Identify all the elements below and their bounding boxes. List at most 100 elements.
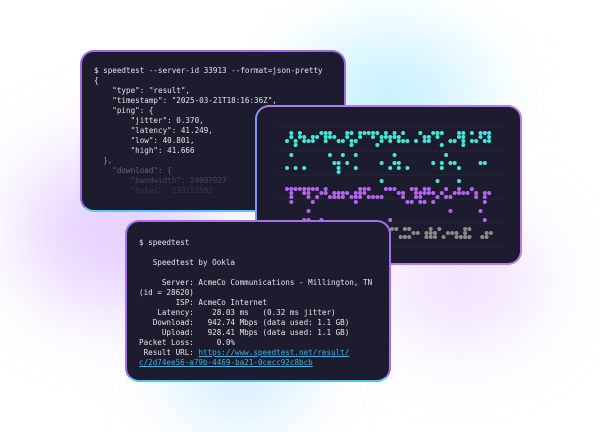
json-line: "timestamp": "2025-03-21T18:16:36Z",: [94, 96, 277, 105]
scatter-dot: [448, 139, 453, 143]
scatter-dot: [461, 135, 466, 139]
cli-output: $ speedtest Speedtest by Ookla Server: A…: [139, 238, 372, 368]
scatter-dot: [336, 195, 341, 199]
scatter-dot: [336, 166, 341, 170]
scatter-dot: [323, 187, 328, 191]
scatter-dot: [415, 231, 420, 235]
scatter-dot: [435, 135, 440, 139]
scatter-dot: [302, 191, 307, 195]
scatter-dot: [349, 131, 354, 135]
scatter-dot: [457, 166, 461, 170]
scatter-dot: [336, 170, 341, 174]
scatter-dot: [431, 191, 436, 195]
scatter-dot: [488, 231, 493, 235]
scatter-dot: [358, 195, 363, 199]
scatter-dot: [478, 161, 483, 165]
scatter-dot: [306, 187, 311, 191]
scatter-dot: [392, 135, 397, 139]
scatter-dot: [302, 139, 307, 143]
latency-line: Latency: 28.03 ms (0.32 ms jitter): [139, 308, 336, 317]
scatter-dot: [353, 166, 358, 170]
scatter-dot: [293, 139, 298, 143]
scatter-dot: [371, 135, 375, 139]
scatter-dot: [448, 209, 453, 213]
scatter-dot: [289, 200, 294, 204]
scatter-dot: [402, 227, 407, 231]
scatter-dot: [362, 131, 367, 135]
scatter-dot: [353, 195, 358, 199]
scatter-dot: [388, 166, 393, 170]
scatter-dot: [463, 227, 468, 231]
scatter-dot: [439, 191, 444, 195]
json-line: "latency": 41.249,: [94, 126, 213, 135]
scatter-dot: [289, 191, 294, 195]
scatter-dot: [439, 166, 444, 170]
scatter-dot: [302, 135, 307, 139]
scatter-dot: [422, 191, 427, 195]
scatter-dot: [487, 131, 492, 135]
isp-line: ISP: AcmeCo Internet: [139, 298, 268, 307]
scatter-dot: [435, 179, 440, 183]
scatter-dot: [379, 161, 384, 165]
scatter-dot: [383, 187, 388, 191]
scatter-dot: [452, 161, 457, 165]
scatter-dot: [289, 135, 294, 139]
scatter-dot: [435, 131, 440, 135]
scatter-dot: [461, 143, 466, 147]
result-url-link-continued[interactable]: c/2d74ee56-a79b-4469-ba21-0cecc92c8bcb: [139, 358, 313, 367]
scatter-dot: [428, 231, 433, 235]
json-line: },: [94, 156, 113, 165]
json-line: "bandwidth": 24097927: [94, 176, 227, 185]
scatter-dot: [439, 143, 444, 147]
json-line: "download": {: [94, 166, 172, 175]
scatter-dot: [336, 139, 341, 143]
scatter-dot: [289, 195, 294, 199]
scatter-dot: [394, 227, 399, 231]
scatter-dot: [401, 195, 406, 199]
scatter-dot: [418, 131, 423, 135]
scatter-dot: [315, 187, 320, 191]
scatter-dot: [461, 191, 466, 195]
scatter-dot: [353, 200, 358, 204]
scatter-dot: [478, 209, 483, 213]
json-line: "bytes": 239152592: [94, 186, 213, 195]
scatter-dot: [315, 195, 320, 199]
scatter-dot: [336, 161, 341, 165]
scatter-dot: [398, 235, 403, 239]
scatter-dot: [426, 135, 431, 139]
json-line: "low": 40.801,: [94, 136, 195, 145]
scatter-dot: [345, 191, 350, 195]
scatter-dot: [482, 195, 487, 199]
scatter-dot: [418, 191, 423, 195]
scatter-dot: [375, 131, 380, 135]
scatter-dot: [478, 135, 483, 139]
scatter-dot: [285, 166, 289, 170]
scatter-dot: [457, 135, 461, 139]
scatter-dot: [422, 187, 427, 191]
result-url-link[interactable]: https://www.speedtest.net/result/: [198, 348, 350, 357]
scatter-dot: [362, 191, 367, 195]
scatter-dot: [457, 179, 461, 183]
scatter-dot: [297, 187, 302, 191]
scatter-dot: [328, 131, 332, 135]
scatter-dot: [414, 139, 418, 143]
scatter-dot: [353, 191, 358, 195]
scatter-dot: [366, 131, 371, 135]
scatter-dot: [323, 139, 328, 143]
scatter-dot: [433, 235, 437, 239]
scatter-dot: [482, 218, 487, 222]
scatter-dot: [444, 153, 449, 157]
scatter-dot: [424, 235, 429, 239]
scatter-dot: [392, 131, 397, 135]
scatter-dot: [345, 131, 350, 135]
scatter-dot: [424, 231, 429, 235]
scatter-dot: [289, 153, 294, 157]
scatter-dot: [340, 139, 345, 143]
scatter-dot: [463, 231, 468, 235]
scatter-dot: [467, 227, 472, 231]
scatter-dot: [484, 231, 489, 235]
scatter-dot: [428, 235, 433, 239]
scatter-dot: [379, 139, 384, 143]
scatter-dot: [457, 131, 461, 135]
scatter-dot: [315, 135, 320, 139]
